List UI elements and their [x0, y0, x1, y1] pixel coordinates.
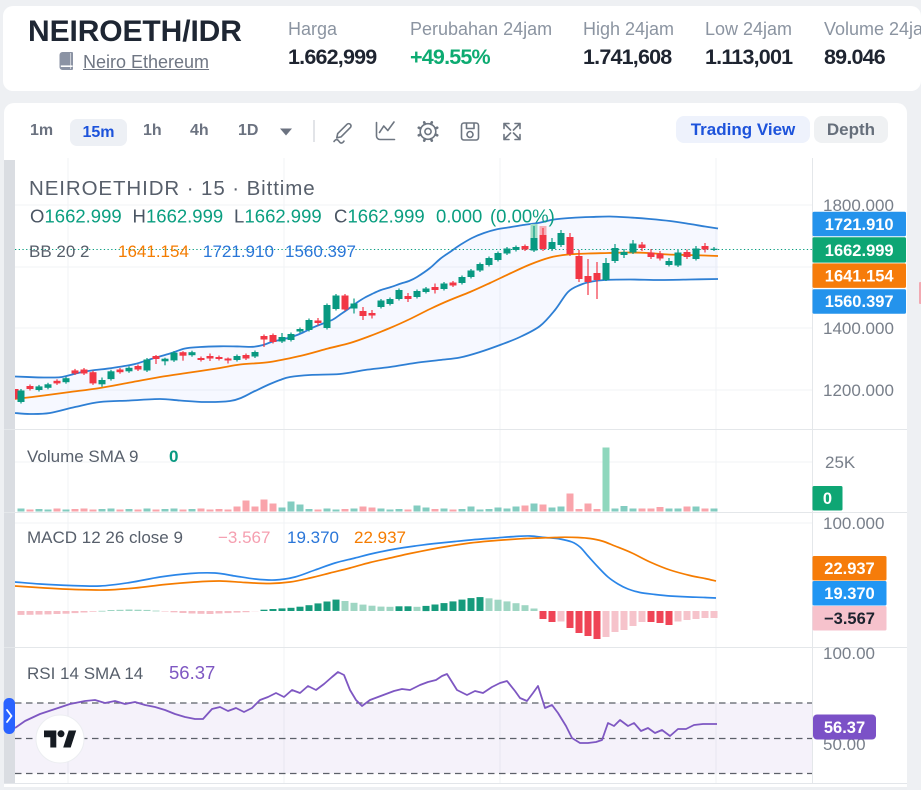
svg-text:1800.000: 1800.000	[823, 196, 894, 215]
svg-text:1641.154: 1641.154	[825, 267, 895, 285]
svg-text:22.937: 22.937	[824, 560, 874, 578]
svg-text:1560.397: 1560.397	[285, 242, 356, 261]
svg-text:1200.000: 1200.000	[823, 381, 894, 400]
svg-text:L: L	[234, 206, 244, 227]
svg-text:1662.999: 1662.999	[45, 206, 122, 227]
svg-text:−3.567: −3.567	[218, 528, 270, 547]
svg-text:100.000: 100.000	[823, 514, 884, 533]
svg-text:BB 20 2: BB 20 2	[29, 242, 90, 261]
svg-text:100.00: 100.00	[823, 644, 875, 663]
svg-text:1662.999: 1662.999	[245, 206, 322, 227]
svg-text:25K: 25K	[825, 453, 856, 472]
svg-text:O: O	[30, 206, 44, 227]
svg-text:C: C	[334, 206, 347, 227]
svg-text:19.370: 19.370	[824, 585, 874, 603]
svg-text:0: 0	[169, 447, 178, 466]
svg-text:Volume SMA 9: Volume SMA 9	[27, 447, 139, 466]
svg-text:22.937: 22.937	[354, 528, 406, 547]
svg-text:NEIROETHIDR · 15 · Bittime: NEIROETHIDR · 15 · Bittime	[29, 177, 316, 200]
svg-text:56.37: 56.37	[169, 662, 215, 683]
svg-text:1662.999: 1662.999	[825, 242, 894, 260]
svg-text:1721.910: 1721.910	[825, 216, 894, 234]
svg-text:0.000: 0.000	[436, 206, 482, 227]
svg-text:50.00: 50.00	[823, 735, 866, 754]
svg-text:19.370: 19.370	[287, 528, 339, 547]
svg-text:1662.999: 1662.999	[146, 206, 223, 227]
svg-text:0: 0	[823, 490, 832, 508]
svg-text:1641.154: 1641.154	[118, 242, 189, 261]
svg-text:H: H	[133, 206, 146, 227]
svg-text:1560.397: 1560.397	[825, 293, 894, 311]
svg-text:1721.910: 1721.910	[203, 242, 274, 261]
svg-text:1662.999: 1662.999	[348, 206, 425, 227]
svg-text:1400.000: 1400.000	[823, 319, 894, 338]
svg-text:(0.00%): (0.00%)	[490, 206, 555, 227]
svg-text:MACD 12 26 close 9: MACD 12 26 close 9	[27, 528, 183, 547]
svg-text:RSI 14 SMA 14: RSI 14 SMA 14	[27, 664, 143, 683]
svg-text:−3.567: −3.567	[824, 610, 875, 628]
svg-text:56.37: 56.37	[824, 719, 865, 737]
